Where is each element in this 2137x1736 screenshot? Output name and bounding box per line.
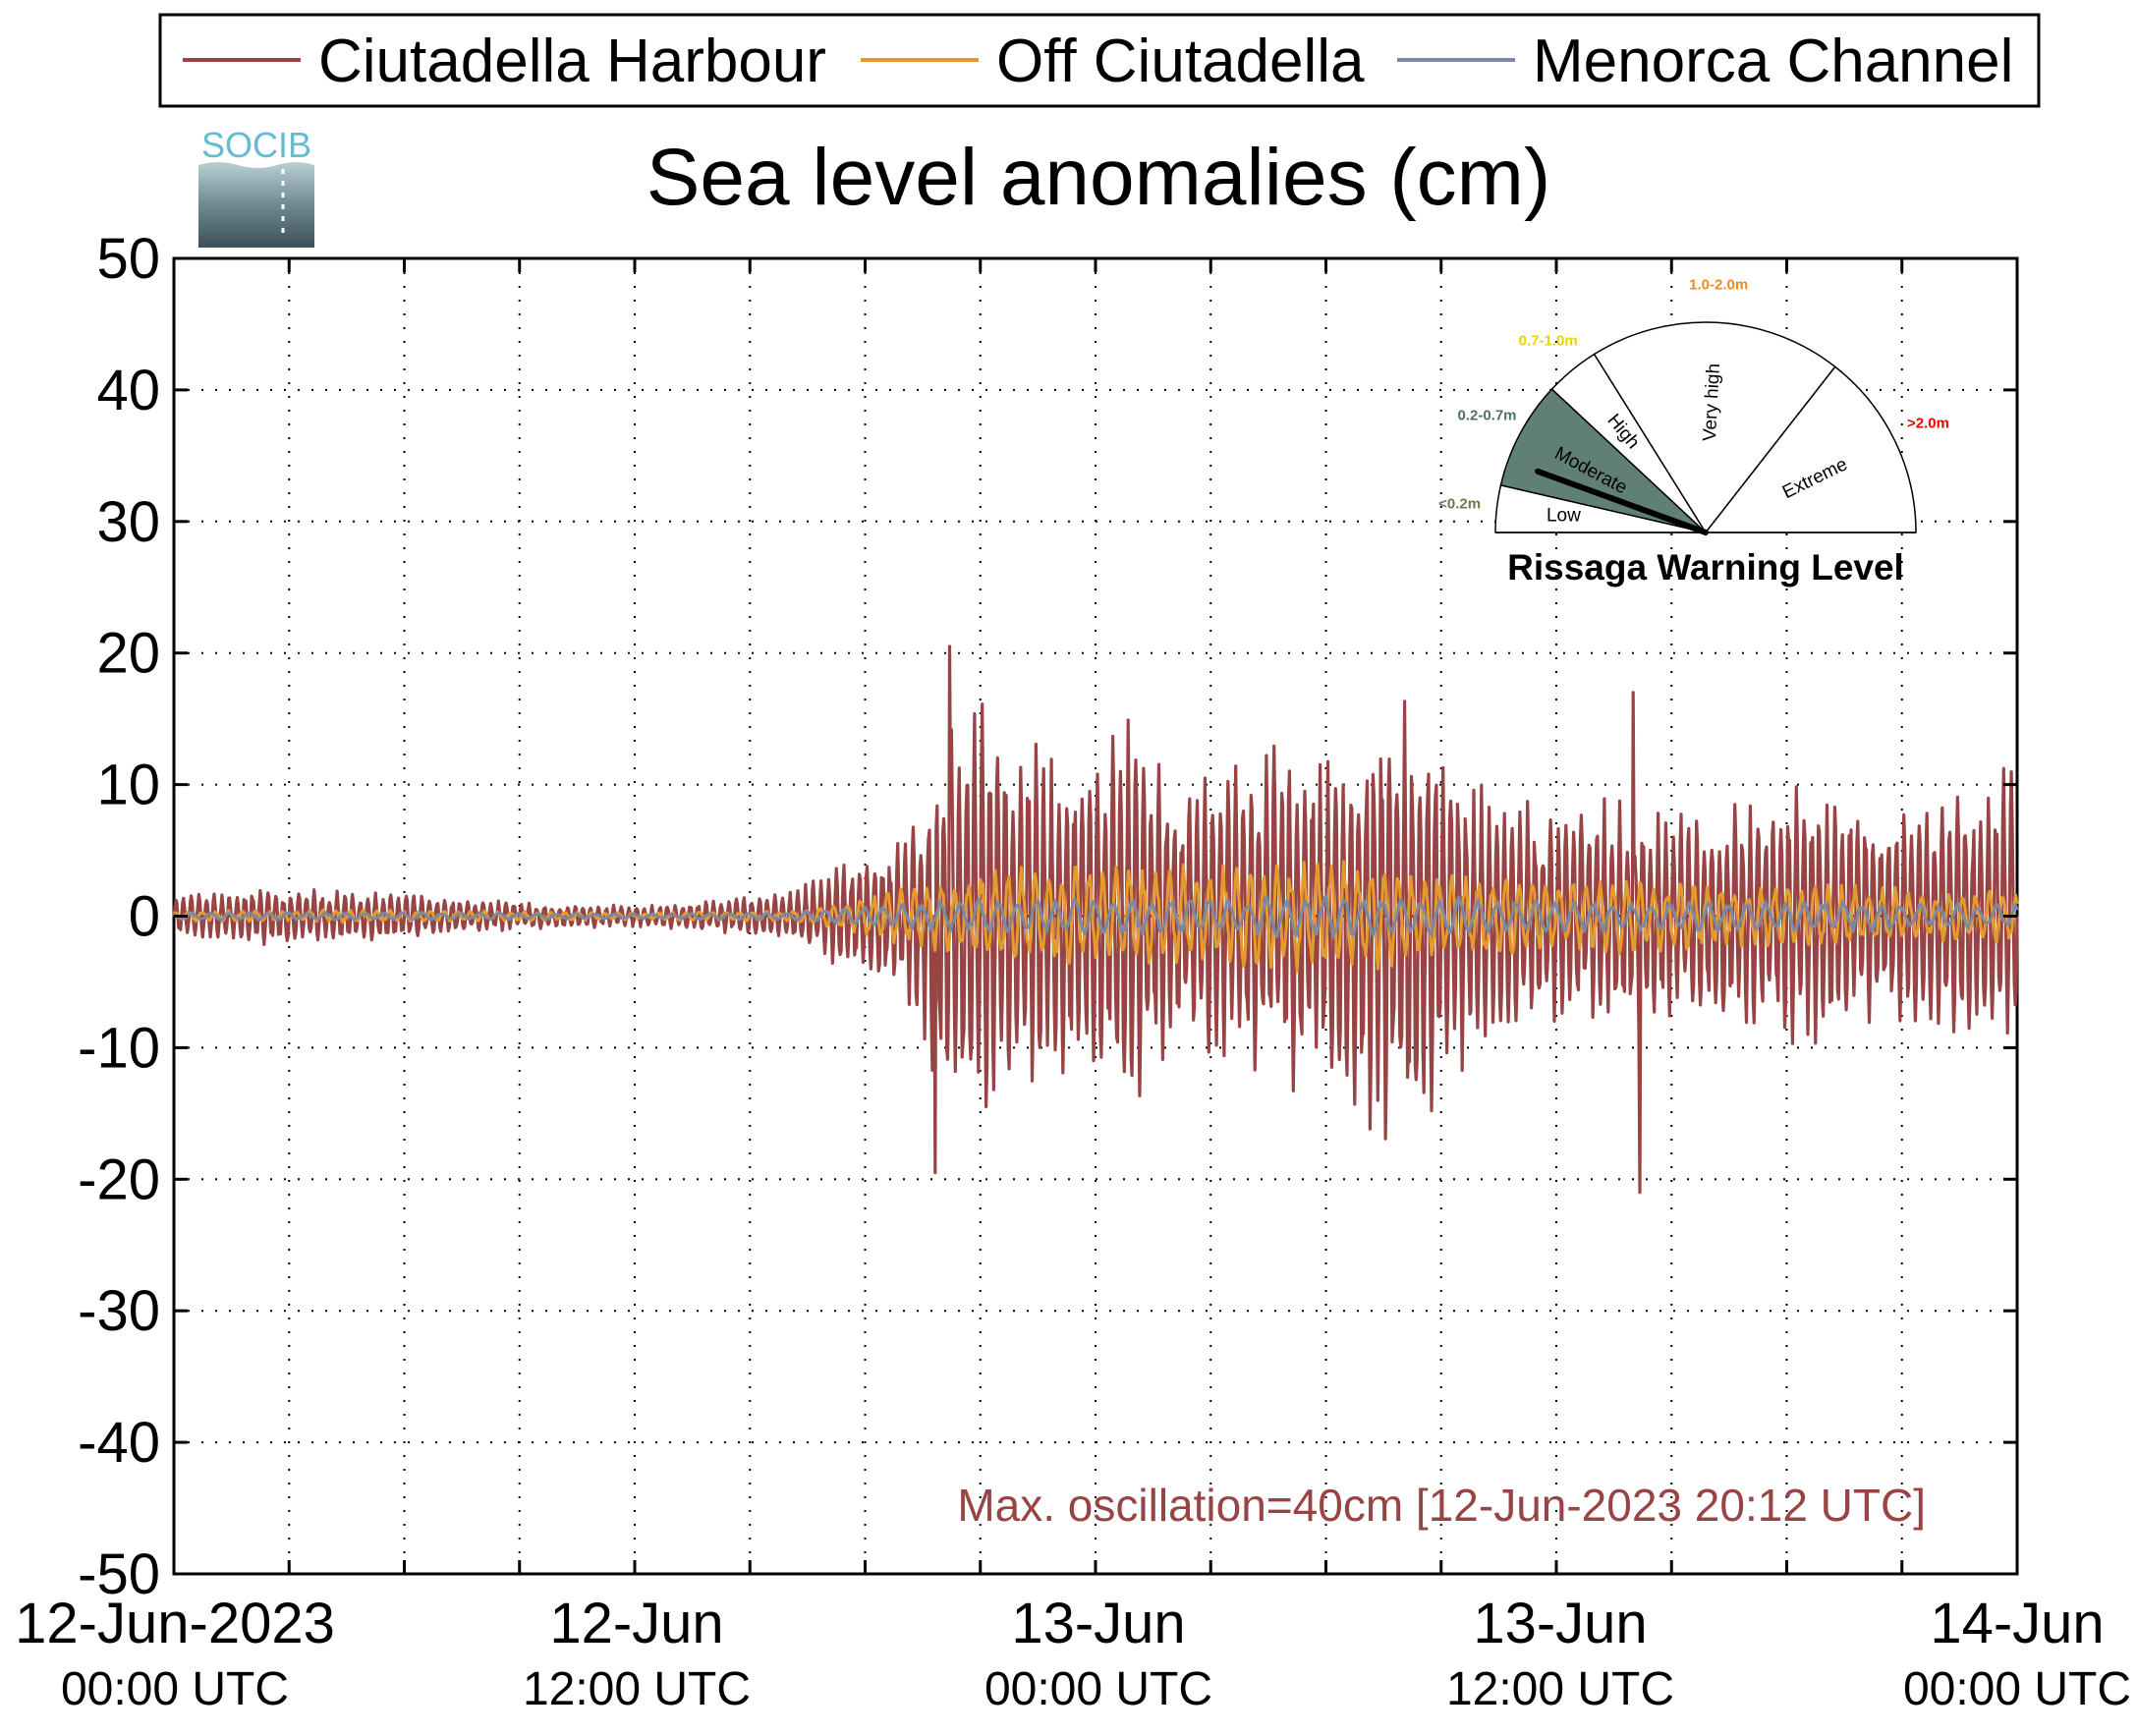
x-axis: 12-Jun-2023 00:00 UTC 12-Jun 12:00 UTC 13-Ju… (15, 1592, 2131, 1715)
series-layer (172, 644, 2019, 1195)
x-tick-date-label: 12-Jun (549, 1592, 723, 1655)
logo-text: SOCIB (201, 125, 311, 165)
gauge-range-label: 0.2-0.7m (1457, 408, 1516, 424)
y-tick-label: -10 (78, 1016, 160, 1080)
y-tick-label: -20 (78, 1148, 160, 1211)
x-tick-time-label: 00:00 UTC (984, 1663, 1212, 1715)
legend-label-channel: Menorca Channel (1533, 28, 2013, 95)
gauge-sector (1499, 387, 1709, 534)
gauge-needle (1535, 468, 1709, 535)
gauge-sector-label: Very high (1700, 363, 1724, 441)
series-line-channel (173, 894, 2019, 939)
x-tick-date-label: 13-Jun (1473, 1592, 1647, 1655)
legend-label-off: Off Ciutadella (996, 28, 1365, 95)
legend: Ciutadella Harbour Off Ciutadella Menorc… (158, 13, 2041, 108)
y-tick-label: 50 (96, 227, 160, 291)
y-tick-label: 0 (129, 885, 160, 949)
x-tick-date-label: 13-Jun (1011, 1592, 1185, 1655)
gauge-sector-label: Low (1547, 506, 1581, 527)
x-tick-time-label: 00:00 UTC (1903, 1663, 2131, 1715)
y-tick-label: -30 (78, 1279, 160, 1343)
x-tick-time-label: 12:00 UTC (523, 1663, 751, 1715)
gauge-range-label: 0.7-1.0m (1519, 333, 1578, 350)
x-tick-date-label: 12-Jun-2023 (15, 1592, 335, 1655)
gauge-range-label: >2.0m (1907, 415, 1949, 431)
y-axis: 50 40 30 20 10 0 -10 -20 -30 -40 -50 (78, 227, 160, 1606)
y-tick-label: 10 (96, 754, 160, 817)
axis-ticks (172, 256, 2019, 1576)
gauge-range-label: 1.0-2.0m (1689, 276, 1748, 293)
y-tick-label: 40 (96, 359, 160, 422)
gauge-sector (1704, 365, 1917, 533)
y-tick-label: 30 (96, 490, 160, 554)
y-tick-label: -40 (78, 1411, 160, 1475)
gauge-range-label: <0.2m (1438, 495, 1481, 512)
max-oscillation-annotation: Max. oscillation=40cm [12-Jun-2023 20:12… (957, 1480, 1926, 1531)
gauge-title: Rissaga Warning Level (1507, 547, 1904, 588)
chart-title: Sea level anomalies (cm) (647, 133, 1551, 222)
x-tick-date-label: 14-Jun (1930, 1592, 2104, 1655)
y-tick-label: -50 (78, 1542, 160, 1606)
legend-box (158, 13, 2041, 108)
legend-label-harbour: Ciutadella Harbour (318, 28, 826, 95)
y-tick-label: 20 (96, 622, 160, 686)
x-tick-time-label: 12:00 UTC (1446, 1663, 1674, 1715)
gauge-sector (1593, 321, 1836, 534)
x-tick-time-label: 00:00 UTC (61, 1663, 289, 1715)
socib-logo: SOCIB (198, 125, 314, 248)
